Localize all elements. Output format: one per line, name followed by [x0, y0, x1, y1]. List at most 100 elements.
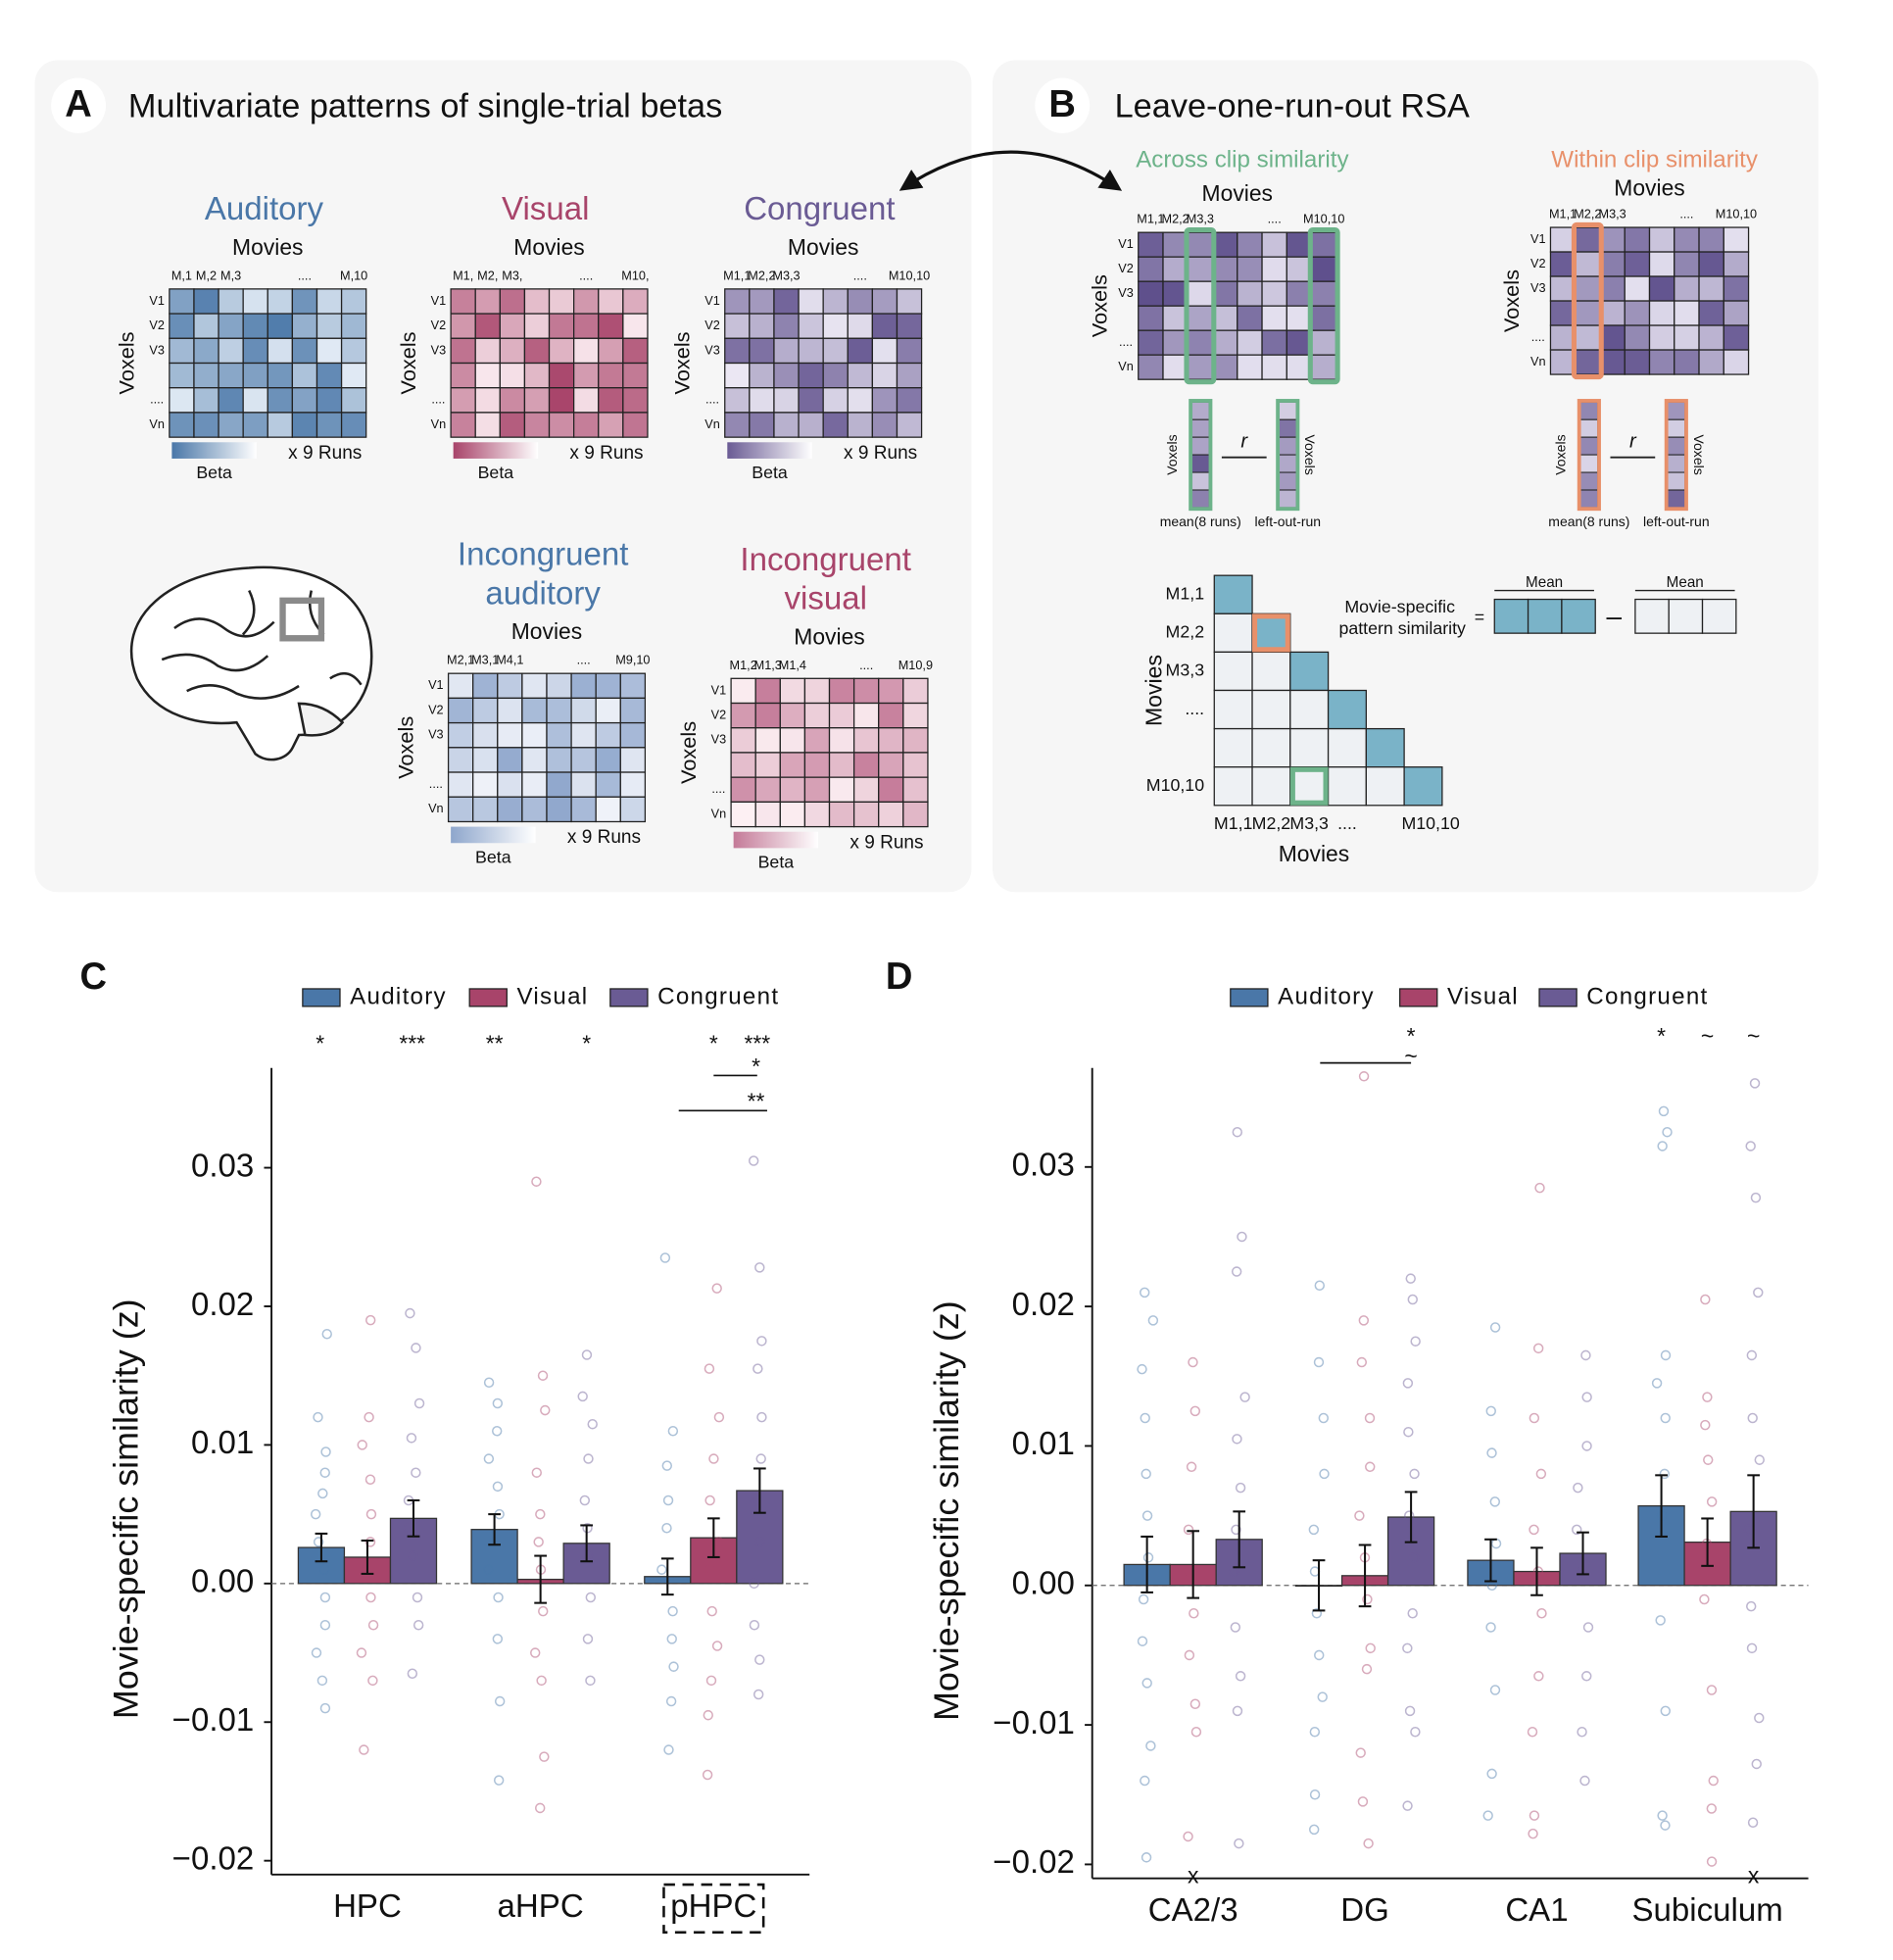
data-point: [1753, 1287, 1764, 1298]
matrix-cell: [1286, 354, 1313, 380]
matrix-cell: [340, 313, 367, 339]
column-label: M2,2: [1162, 212, 1189, 226]
formula-minus: –: [1607, 601, 1623, 631]
matrix-cell: [1648, 324, 1675, 351]
data-point: [1403, 1510, 1415, 1521]
axis-label: Voxels: [115, 331, 139, 394]
vector-cell: [1667, 489, 1686, 509]
data-point: [320, 1446, 331, 1457]
matrix-cell: [523, 412, 551, 438]
matrix-cell: [267, 313, 294, 339]
matrix-cell: [169, 362, 195, 389]
matrix-cell: [316, 337, 343, 365]
significance: **: [486, 1031, 504, 1056]
row-label: ....: [1119, 334, 1133, 349]
matrix-cell: [521, 747, 548, 773]
x-tick-label: CA1: [1505, 1892, 1568, 1929]
data-point: [1534, 1182, 1545, 1194]
legend-swatch: [1538, 988, 1578, 1007]
colorbar-label: Beta: [475, 847, 511, 866]
runs-label: x 9 Runs: [844, 443, 917, 464]
matrix-cell: [595, 796, 621, 823]
data-point: [356, 1647, 367, 1658]
significance: ~: [1701, 1023, 1714, 1049]
vector-label: mean(8 runs): [1160, 514, 1241, 529]
data-point: [1313, 1356, 1325, 1368]
row-label: Vn: [1118, 359, 1134, 373]
rsa-row-label: ....: [1185, 699, 1204, 718]
data-point: [577, 1391, 588, 1402]
matrix-cell: [1261, 231, 1287, 258]
r-label: r: [1240, 431, 1248, 453]
data-point: [1489, 1322, 1501, 1333]
matrix-cell: [847, 387, 874, 414]
data-point: [1706, 1496, 1718, 1507]
matrix-cell: [450, 288, 476, 315]
rsa-column-label: M2,2: [1252, 813, 1291, 833]
data-point: [1231, 1524, 1241, 1536]
colorbar: [727, 442, 812, 459]
data-point: [585, 1675, 596, 1687]
data-point: [1486, 1768, 1497, 1780]
matrix-cell: [779, 752, 806, 778]
matrix-cell: [803, 752, 831, 778]
highlight-box: [1571, 221, 1604, 380]
matrix-cell: [871, 362, 898, 389]
data-point: [667, 1605, 678, 1617]
data-point: [583, 1453, 594, 1464]
data-point: [1232, 1434, 1242, 1445]
data-point: [365, 1508, 377, 1520]
matrix-cell: [1162, 280, 1189, 307]
data-point: [666, 1634, 677, 1644]
data-point: [713, 1411, 725, 1423]
data-point: [1699, 1593, 1710, 1605]
data-point: [406, 1433, 417, 1444]
matrix-cell: [798, 313, 824, 339]
data-point: [1147, 1315, 1159, 1326]
axis-label: Voxels: [1553, 434, 1569, 475]
row-label: Vn: [711, 806, 727, 820]
data-point: [1577, 1566, 1587, 1577]
data-point: [1580, 1349, 1591, 1361]
matrix-cell: [169, 412, 195, 438]
vector-cell: [1278, 436, 1297, 456]
matrix-cell: [573, 288, 600, 315]
data-point: [1482, 1810, 1493, 1821]
mean-label: Mean: [1667, 574, 1704, 591]
data-point: [530, 1647, 541, 1658]
data-point: [704, 1363, 715, 1374]
data-point: [321, 1329, 332, 1340]
matrix-cell: [1648, 349, 1675, 375]
data-point: [1319, 1468, 1330, 1480]
data-point: [537, 1370, 549, 1381]
matrix-cell: [871, 337, 898, 365]
matrix-cell: [1310, 354, 1337, 380]
vector-cell: [1667, 471, 1686, 491]
axis-label: Movies: [513, 234, 584, 260]
matrix-cell: [902, 702, 929, 729]
matrix-cell: [1211, 329, 1238, 356]
data-point: [582, 1550, 594, 1561]
column-label: ....: [298, 268, 312, 282]
data-point: [579, 1494, 591, 1506]
significance: **: [748, 1089, 765, 1114]
matrix-cell: [291, 412, 318, 438]
matrix-cell: [497, 697, 523, 724]
legend-swatch: [1230, 988, 1269, 1007]
matrix-cell: [521, 672, 548, 700]
matrix-cell: [622, 313, 649, 339]
row-label: V3: [1118, 285, 1134, 300]
vector-box: [1276, 399, 1300, 512]
rsa-cell: [1289, 689, 1330, 730]
formula-equals: =: [1475, 607, 1484, 626]
y-axis-label: Movie-specific similarity (z): [106, 1298, 145, 1719]
axis-label: Movies: [1202, 180, 1273, 206]
matrix-cell: [871, 313, 898, 339]
matrix-cell: [242, 412, 268, 438]
data-point: [367, 1675, 378, 1687]
matrix-cell: [595, 771, 621, 798]
y-tick-label: 0.02: [1012, 1287, 1075, 1323]
matrix-cell: [497, 747, 523, 773]
data-point: [1232, 1705, 1243, 1717]
matrix-cell: [1549, 300, 1577, 326]
